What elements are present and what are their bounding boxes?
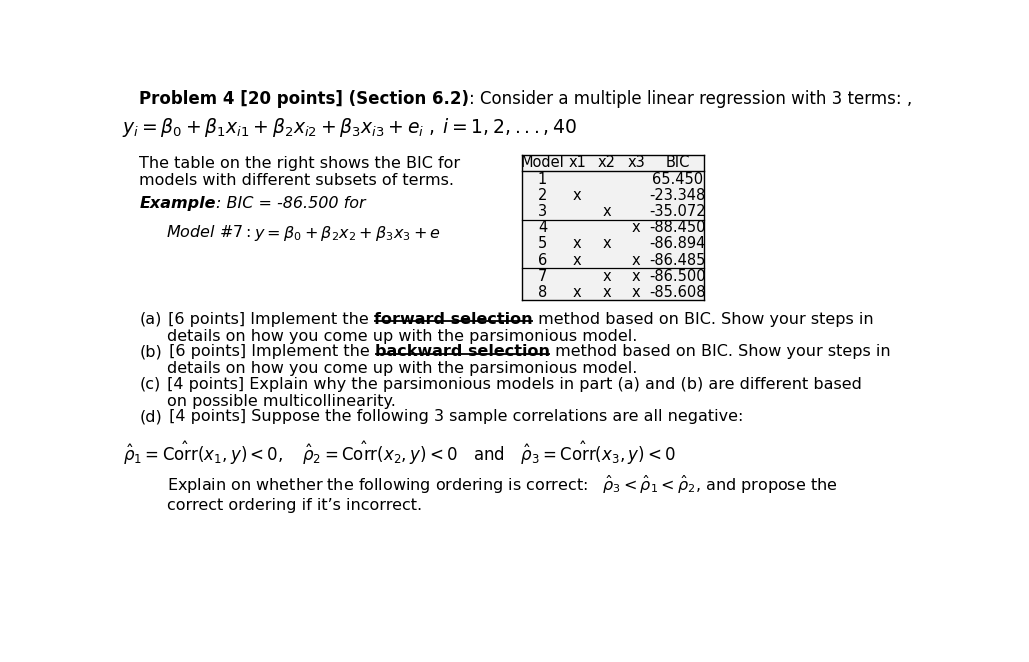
Text: -86.500: -86.500 — [649, 269, 706, 284]
Text: -35.072: -35.072 — [649, 204, 706, 219]
Text: method based on BIC. Show your steps in: method based on BIC. Show your steps in — [533, 312, 874, 327]
Text: (b): (b) — [140, 344, 163, 359]
Text: details on how you come up with the parsimonious model.: details on how you come up with the pars… — [168, 329, 638, 344]
Text: $y_i = \beta_0 + \beta_1 x_{i1} + \beta_2 x_{i2} + \beta_3 x_{i3} + e_i \;,\; i : $y_i = \beta_0 + \beta_1 x_{i1} + \beta_… — [122, 117, 577, 140]
Text: $y = \beta_0 + \beta_2 x_2 + \beta_3 x_3 + e$: $y = \beta_0 + \beta_2 x_2 + \beta_3 x_3… — [254, 224, 441, 243]
Text: [4 points] Suppose the following 3 sample correlations are all negative:: [4 points] Suppose the following 3 sampl… — [164, 409, 743, 424]
Text: 3: 3 — [538, 204, 547, 219]
Text: 5: 5 — [538, 236, 547, 252]
Text: 7: 7 — [538, 269, 547, 284]
Text: -23.348: -23.348 — [649, 188, 706, 203]
Text: x2: x2 — [598, 156, 615, 171]
Text: forward selection: forward selection — [375, 312, 533, 327]
Text: Problem 4 [20 points] (Section 6.2): Problem 4 [20 points] (Section 6.2) — [140, 90, 469, 108]
Text: -86.894: -86.894 — [649, 236, 706, 252]
Bar — [523, 155, 704, 301]
Text: method based on BIC. Show your steps in: method based on BIC. Show your steps in — [549, 344, 890, 359]
Text: 1: 1 — [538, 171, 547, 187]
Text: (d): (d) — [140, 409, 163, 424]
Text: BIC: BIC — [665, 156, 689, 171]
Text: Example: Example — [140, 197, 216, 211]
Text: 8: 8 — [538, 285, 547, 300]
Text: The table on the right shows the BIC for: The table on the right shows the BIC for — [140, 156, 461, 171]
Text: x: x — [573, 236, 581, 252]
Text: 2: 2 — [538, 188, 547, 203]
Text: $\hat{\rho}_1 = \hat{\mathrm{Corr}}(x_1, y) < 0,$$\quad \hat{\rho}_2 = \hat{\mat: $\hat{\rho}_1 = \hat{\mathrm{Corr}}(x_1,… — [123, 440, 676, 467]
Text: x: x — [573, 285, 581, 300]
Text: x: x — [603, 236, 611, 252]
Text: x: x — [632, 220, 641, 235]
Text: 65.450: 65.450 — [651, 171, 703, 187]
Text: [6 points] Implement the: [6 points] Implement the — [164, 312, 375, 327]
Text: x: x — [632, 285, 641, 300]
Text: x1: x1 — [568, 156, 587, 171]
Text: : Consider a multiple linear regression with 3 terms: ,: : Consider a multiple linear regression … — [469, 90, 913, 108]
Text: -86.485: -86.485 — [649, 252, 706, 267]
Text: (c): (c) — [140, 377, 161, 392]
Text: x: x — [632, 252, 641, 267]
Text: -85.608: -85.608 — [649, 285, 706, 300]
Text: x3: x3 — [628, 156, 645, 171]
Text: x: x — [603, 285, 611, 300]
Text: x: x — [603, 204, 611, 219]
Text: (a): (a) — [140, 312, 162, 327]
Text: [4 points] Explain why the parsimonious models in part (a) and (b) are different: [4 points] Explain why the parsimonious … — [163, 377, 862, 392]
Text: x: x — [603, 269, 611, 284]
Text: details on how you come up with the parsimonious model.: details on how you come up with the pars… — [168, 361, 638, 376]
Text: : BIC = -86.500 for: : BIC = -86.500 for — [216, 197, 365, 211]
Text: x: x — [632, 269, 641, 284]
Text: -88.450: -88.450 — [649, 220, 706, 235]
Text: x: x — [573, 188, 581, 203]
Text: backward selection: backward selection — [375, 344, 549, 359]
Text: Model: Model — [521, 156, 564, 171]
Text: models with different subsets of terms.: models with different subsets of terms. — [140, 173, 455, 189]
Text: 4: 4 — [538, 220, 547, 235]
Text: 6: 6 — [538, 252, 547, 267]
Text: x: x — [573, 252, 581, 267]
Text: [6 points] Implement the: [6 points] Implement the — [164, 344, 375, 359]
Text: on possible multicollinearity.: on possible multicollinearity. — [168, 394, 396, 408]
Text: correct ordering if it’s incorrect.: correct ordering if it’s incorrect. — [168, 498, 423, 513]
Text: $\mathit{Model\ \#7:}$: $\mathit{Model\ \#7:}$ — [166, 224, 251, 240]
Text: Explain on whether the following ordering is correct: $\;$ $\hat{\rho}_3 < \hat{: Explain on whether the following orderin… — [168, 474, 838, 496]
